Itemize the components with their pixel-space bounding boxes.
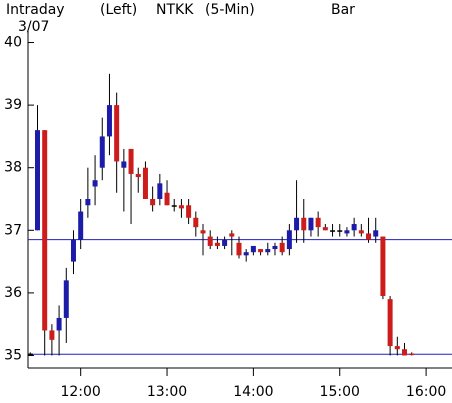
candle-body	[171, 205, 177, 207]
candle-body	[294, 217, 300, 231]
candle-body	[135, 173, 141, 178]
candle-body	[394, 346, 400, 350]
header-symbol: NTKK	[156, 2, 194, 18]
candle-body	[193, 217, 199, 228]
candle-body	[178, 205, 184, 209]
candle-body	[402, 349, 408, 356]
candle-body	[164, 192, 170, 206]
candle-body	[114, 105, 120, 162]
x-tick-label: 16:00	[406, 384, 446, 400]
header-axis-side: (Left)	[100, 2, 137, 18]
candle-body	[49, 330, 55, 340]
x-tick-label: 15:00	[320, 384, 360, 400]
candle-body	[373, 230, 379, 237]
candle-body	[286, 230, 292, 250]
candle-body	[200, 230, 206, 234]
candle-body	[92, 180, 98, 187]
candle-body	[236, 242, 242, 256]
candle-body	[315, 217, 321, 228]
candle-body	[70, 239, 76, 262]
candle-body	[142, 167, 148, 199]
candle-body	[409, 353, 415, 356]
candle-body	[337, 230, 343, 232]
y-tick-label: 35	[4, 347, 22, 363]
x-tick-label: 12:00	[60, 384, 100, 400]
candle-body	[42, 130, 48, 331]
candle-body	[265, 249, 271, 253]
candle-body	[214, 242, 220, 246]
candle-body	[380, 236, 386, 297]
candle-body	[279, 242, 285, 253]
y-tick-label: 36	[4, 285, 22, 301]
x-tick-label: 14:00	[233, 384, 273, 400]
candle-body	[78, 211, 84, 240]
candle-body	[186, 205, 192, 218]
y-tick-label: 40	[4, 35, 22, 51]
candle-body	[330, 230, 336, 232]
header-interval: (5-Min)	[205, 2, 255, 18]
candle-body	[150, 199, 156, 206]
candle-body	[250, 245, 256, 253]
y-tick-label: 38	[4, 160, 22, 176]
candle-body	[63, 280, 69, 318]
candle-body	[99, 136, 105, 168]
candle-body	[243, 252, 249, 256]
header-date: 3/07	[18, 19, 49, 35]
candle-body	[121, 161, 127, 168]
y-tick-label: 39	[4, 97, 22, 113]
candle-body	[387, 299, 393, 347]
header-left: Intraday	[6, 2, 65, 18]
candle-body	[344, 230, 350, 234]
candle-body	[222, 239, 228, 246]
candle-body	[207, 236, 213, 246]
candle-body	[272, 245, 278, 250]
candle-body	[322, 227, 328, 231]
candle-body	[308, 217, 314, 231]
x-tick-label: 13:00	[147, 384, 187, 400]
candle-body	[85, 199, 91, 206]
candle-body	[351, 224, 357, 231]
candle-body	[301, 217, 307, 231]
candle-body	[56, 317, 62, 331]
candle-body	[128, 148, 134, 174]
header-style: Bar	[331, 2, 355, 18]
candle-body	[157, 183, 163, 199]
y-tick-label: 37	[4, 222, 22, 238]
candle-body	[106, 105, 112, 137]
candle-body	[358, 230, 364, 234]
candle-body	[27, 353, 33, 356]
candle-body	[229, 233, 235, 237]
candle-body	[34, 130, 40, 231]
candle-body	[258, 249, 264, 253]
candle-body	[366, 233, 372, 240]
